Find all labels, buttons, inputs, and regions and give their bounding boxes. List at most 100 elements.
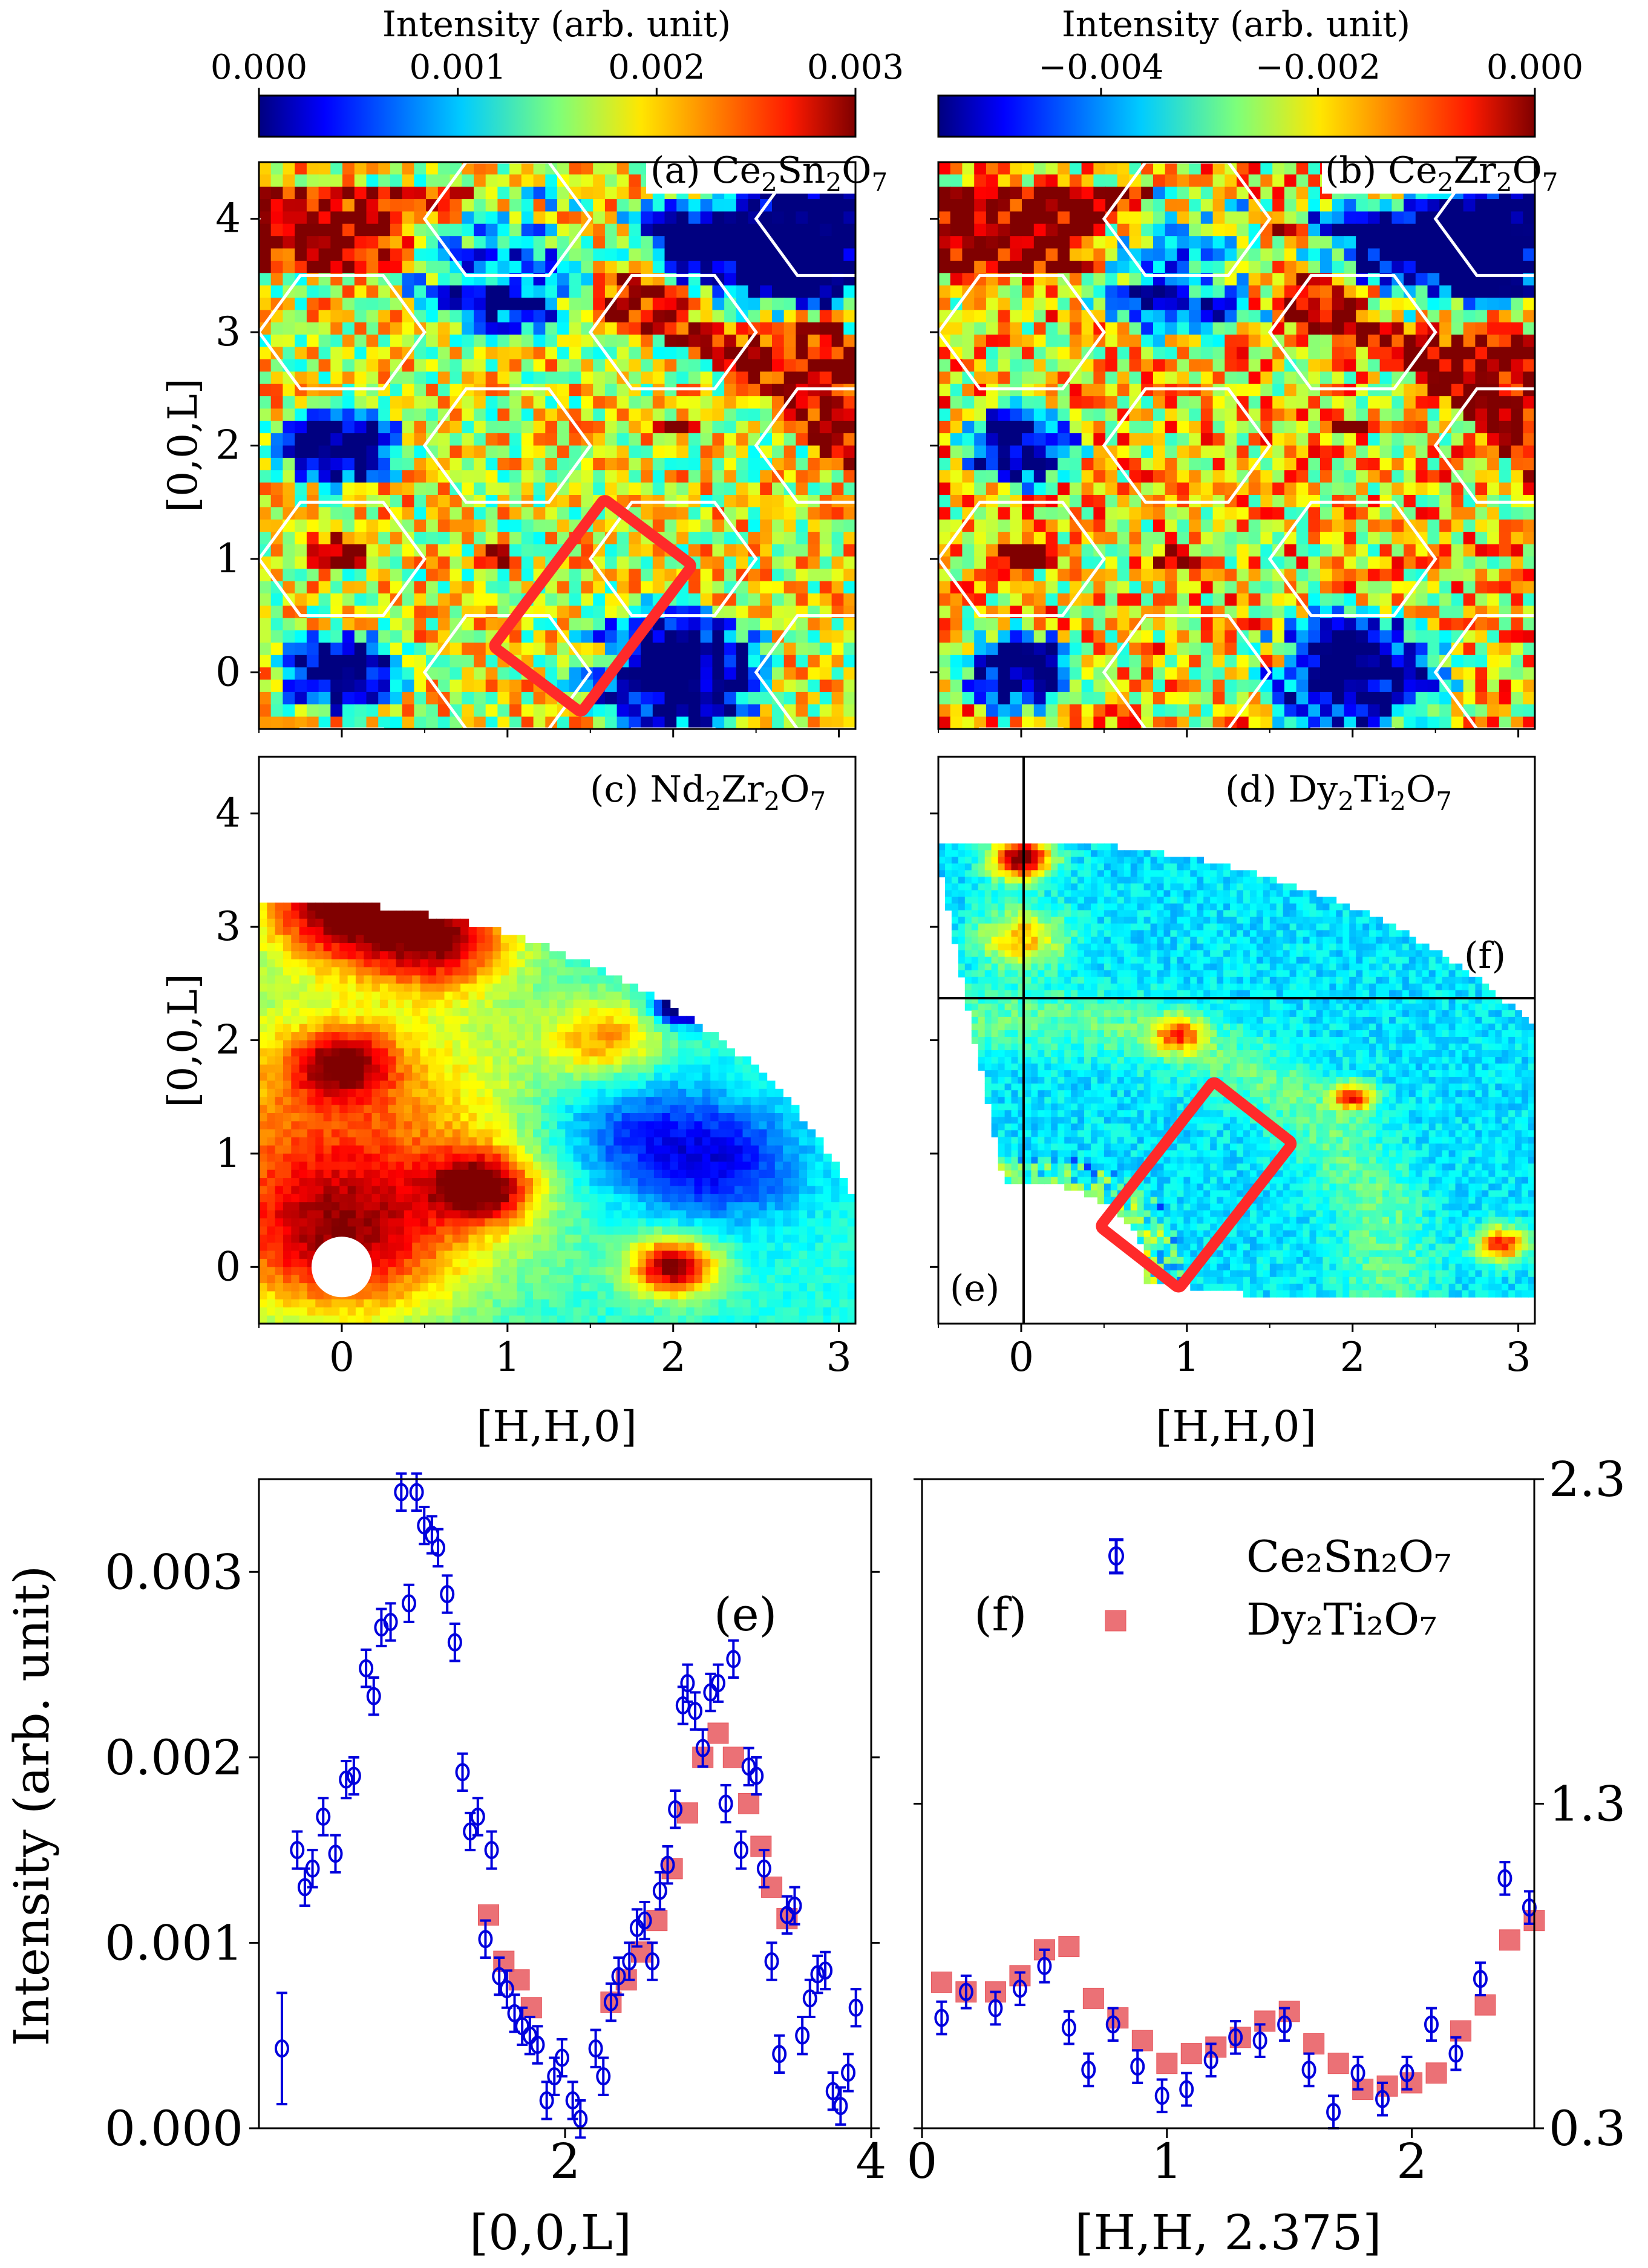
- map-pixel: [1129, 199, 1142, 212]
- map-pixel: [1391, 593, 1404, 607]
- map-pixel: [808, 581, 820, 594]
- map-pixel: [676, 691, 689, 705]
- map-pixel: [1487, 223, 1500, 237]
- map-pixel: [1391, 310, 1404, 323]
- map-pixel: [1141, 569, 1154, 582]
- map-pixel: [330, 655, 343, 668]
- map-pixel: [485, 943, 494, 952]
- map-pixel: [1141, 655, 1154, 668]
- map-pixel: [270, 322, 284, 335]
- map-pixel: [1296, 211, 1309, 224]
- map-pixel: [1033, 298, 1047, 311]
- map-pixel: [843, 347, 855, 360]
- map-pixel: [259, 396, 272, 410]
- map-pixel: [295, 445, 307, 459]
- map-pixel: [436, 959, 445, 968]
- map-pixel: [1523, 223, 1535, 237]
- map-pixel: [652, 285, 665, 298]
- map-pixel: [938, 359, 951, 373]
- map-pixel: [1499, 384, 1512, 397]
- map-pixel: [1105, 322, 1118, 335]
- map-pixel: [1391, 642, 1404, 656]
- map-pixel: [712, 532, 725, 545]
- map-pixel: [700, 691, 713, 705]
- map-pixel: [1332, 433, 1345, 446]
- map-pixel: [616, 285, 630, 298]
- map-pixel: [724, 667, 737, 681]
- map-pixel: [724, 495, 737, 508]
- map-pixel: [306, 396, 319, 410]
- map-pixel: [1511, 691, 1524, 705]
- map-pixel: [1404, 532, 1416, 545]
- map-pixel: [404, 975, 413, 984]
- map-pixel: [819, 236, 832, 249]
- map-pixel: [402, 273, 415, 286]
- map-pixel: [462, 384, 474, 397]
- map-pixel: [1475, 482, 1488, 495]
- map-pixel: [569, 445, 582, 459]
- map-pixel: [1487, 335, 1500, 348]
- map-pixel: [1141, 642, 1154, 656]
- map-pixel: [1523, 285, 1535, 298]
- map-pixel: [1141, 420, 1154, 434]
- map-pixel: [533, 174, 546, 188]
- map-pixel: [1344, 667, 1356, 681]
- map-pixel: [1212, 359, 1226, 373]
- map-pixel: [1248, 174, 1261, 188]
- map-pixel: [1499, 236, 1512, 249]
- map-pixel: [1427, 532, 1440, 545]
- map-pixel: [378, 704, 391, 717]
- map-pixel: [581, 593, 593, 607]
- map-pixel: [616, 248, 630, 261]
- map-pixel: [974, 261, 987, 274]
- map-pixel: [783, 581, 797, 594]
- map-pixel: [986, 236, 999, 249]
- map-pixel: [378, 236, 391, 249]
- map-pixel: [843, 630, 855, 644]
- map-pixel: [414, 236, 427, 249]
- map-pixel: [1105, 642, 1118, 656]
- map-pixel: [426, 335, 439, 348]
- map-pixel: [1033, 519, 1047, 532]
- map-pixel: [1117, 384, 1130, 397]
- map-pixel: [295, 396, 307, 410]
- map-pixel: [831, 630, 845, 644]
- map-pixel: [452, 951, 461, 960]
- map-pixel: [1463, 285, 1476, 298]
- map-pixel: [1523, 569, 1535, 582]
- map-pixel: [342, 335, 355, 348]
- colorbar-a: Intensity (arb. unit) 0.000 0.001 0.002 0.0…: [211, 4, 904, 138]
- map-pixel: [1272, 704, 1285, 717]
- map-pixel: [1379, 248, 1393, 261]
- map-pixel: [497, 691, 510, 705]
- map-pixel: [1177, 433, 1189, 446]
- map-pixel: [306, 186, 319, 200]
- map-pixel: [819, 519, 832, 532]
- map-pixel: [1033, 359, 1047, 373]
- map-pixel: [1248, 593, 1261, 607]
- map-pixel: [676, 310, 689, 323]
- map-pixel: [1415, 495, 1428, 508]
- map-pixel: [342, 569, 355, 582]
- map-pixel: [1367, 396, 1381, 410]
- map-pixel: [974, 642, 987, 656]
- map-pixel: [283, 910, 292, 920]
- map-pixel: [1069, 581, 1082, 594]
- map-pixel: [1487, 581, 1500, 594]
- map-pixel: [760, 273, 773, 286]
- map-pixel: [1212, 371, 1226, 385]
- map-pixel: [1045, 544, 1058, 557]
- map-pixel: [641, 371, 653, 385]
- map-pixel: [950, 507, 963, 520]
- map-pixel: [378, 174, 391, 188]
- map-pixel: [378, 457, 391, 471]
- map-pixel: [676, 236, 689, 249]
- map-pixel: [1308, 335, 1321, 348]
- map-pixel: [1177, 420, 1189, 434]
- map-pixel: [1475, 347, 1488, 360]
- map-pixel: [1129, 186, 1142, 200]
- map-pixel: [1272, 199, 1285, 212]
- map-pixel: [1189, 655, 1202, 668]
- map-pixel: [616, 482, 630, 495]
- map-pixel: [366, 248, 379, 261]
